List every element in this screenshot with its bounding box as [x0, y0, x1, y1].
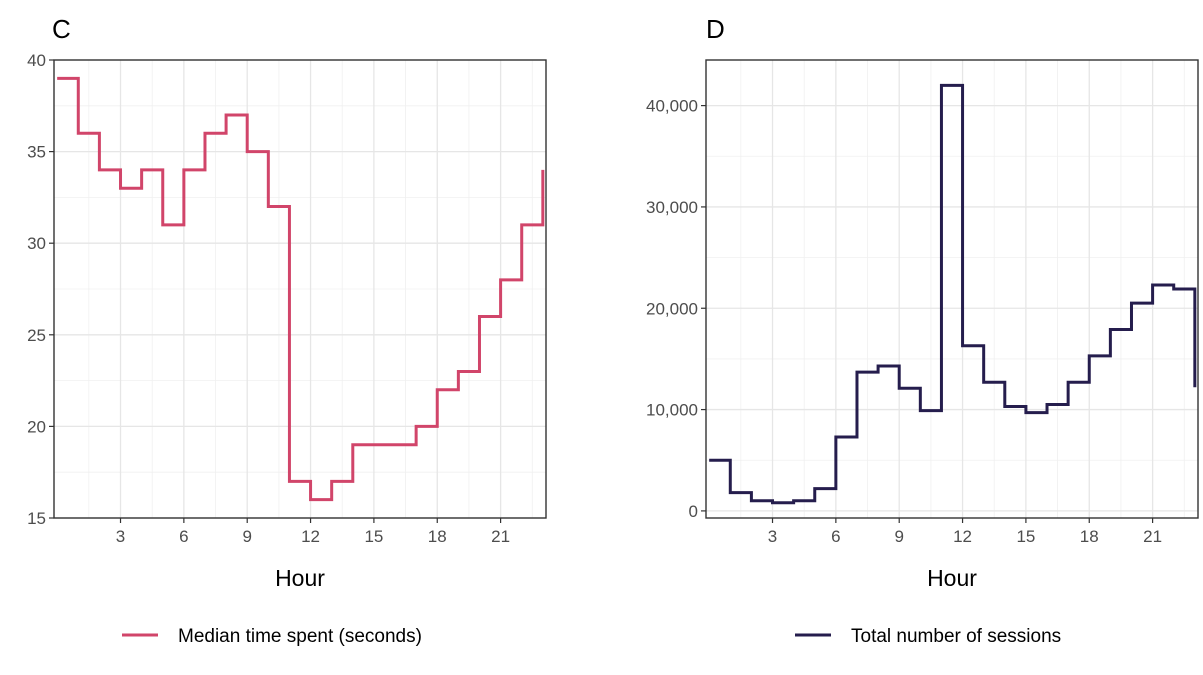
y-tick-label: 10,000 [646, 401, 698, 420]
x-tick-label: 15 [1016, 527, 1035, 546]
x-tick-label: 9 [894, 527, 903, 546]
x-tick-label: 9 [242, 527, 251, 546]
panel-d-legend-label: Total number of sessions [851, 626, 1061, 647]
y-tick-label: 20,000 [646, 299, 698, 318]
panel-c-legend-label: Median time spent (seconds) [178, 626, 422, 647]
panel-d-frame [705, 59, 1199, 519]
panel-c-x-axis-title: Hour [275, 565, 325, 591]
x-tick-label: 3 [768, 527, 777, 546]
x-tick-label: 6 [831, 527, 840, 546]
panel-d: D 3 6 9 12 15 18 21 0 10,000 20,000 30,000 40,000 H… [646, 14, 1199, 647]
panel-d-x-axis-title: Hour [927, 565, 977, 591]
y-tick-label: 40,000 [646, 97, 698, 116]
y-tick-label: 25 [27, 326, 46, 345]
panel-c-legend: Median time spent (seconds) [122, 626, 422, 647]
panel-c-grid [54, 59, 546, 519]
y-tick-label: 0 [689, 502, 698, 521]
panel-d-series-line [709, 83, 1197, 505]
y-tick-label: 30,000 [646, 198, 698, 217]
panel-c-frame [53, 59, 547, 519]
panel-c-ticks: 3 6 9 12 15 18 21 15 20 25 30 35 40 [27, 51, 510, 546]
x-tick-label: 21 [491, 527, 510, 546]
y-tick-label: 30 [27, 234, 46, 253]
x-tick-label: 12 [953, 527, 972, 546]
x-tick-label: 21 [1143, 527, 1162, 546]
y-tick-label: 15 [27, 509, 46, 528]
x-tick-label: 3 [116, 527, 125, 546]
x-tick-label: 18 [1080, 527, 1099, 546]
x-tick-label: 18 [428, 527, 447, 546]
y-tick-label: 40 [27, 51, 46, 70]
x-tick-label: 6 [179, 527, 188, 546]
y-tick-label: 20 [27, 417, 46, 436]
panel-d-ticks: 3 6 9 12 15 18 21 0 10,000 20,000 30,000 40,000 [646, 97, 1162, 546]
y-tick-label: 35 [27, 143, 46, 162]
panel-d-label: D [706, 14, 725, 44]
x-tick-label: 15 [364, 527, 383, 546]
panel-d-grid [706, 60, 1198, 518]
panel-c-series-line [57, 76, 545, 502]
panel-c: C 3 6 9 12 15 18 21 15 20 25 30 35 40 Hour Median ti… [27, 14, 547, 647]
panel-d-legend: Total number of sessions [795, 626, 1061, 647]
panel-c-label: C [52, 14, 71, 44]
x-tick-label: 12 [301, 527, 320, 546]
